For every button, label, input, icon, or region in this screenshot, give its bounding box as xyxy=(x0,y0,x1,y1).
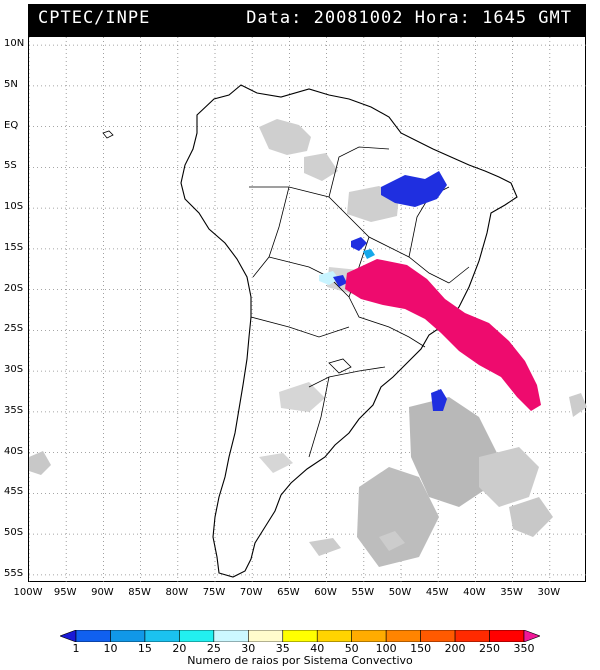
colorbar-tick-label: 150 xyxy=(410,642,432,655)
colorbar-tick-label: 40 xyxy=(310,642,325,655)
colorbar-tick-label: 350 xyxy=(513,642,535,655)
lat-label: 10N xyxy=(4,38,25,50)
lon-label: 70W xyxy=(239,587,263,598)
coastlines-and-borders xyxy=(102,84,518,578)
lat-label: 10S xyxy=(4,201,24,213)
colorbar-arrow-right xyxy=(523,630,540,642)
colorbar-segment xyxy=(489,630,525,642)
colorbar-tick-label: 200 xyxy=(444,642,466,655)
lon-label: 85W xyxy=(128,587,151,598)
lat-label: 45S xyxy=(4,486,24,498)
lon-label: 30W xyxy=(537,587,561,598)
lon-label: 95W xyxy=(53,587,77,598)
lon-label: 55W xyxy=(351,587,375,598)
lon-label: 35W xyxy=(500,587,523,598)
colorbar-segment xyxy=(420,630,456,642)
lon-label: 65W xyxy=(277,587,300,598)
lat-label: 15S xyxy=(4,241,24,253)
lon-label: 90W xyxy=(91,587,114,598)
title-bar: CPTEC/INPE Data: 20081002 Hora: 1645 GMT xyxy=(28,4,586,36)
colorbar-segment xyxy=(248,630,284,642)
colorbar-tick-label: 100 xyxy=(375,642,397,655)
colorbar-tick-label: 1 xyxy=(72,642,80,655)
colorbar-segment xyxy=(282,630,318,642)
legend-colorbar xyxy=(60,630,540,642)
lon-label: 45W xyxy=(425,587,449,598)
colorbar-tick-label: 20 xyxy=(172,642,187,655)
lon-label: 100W xyxy=(13,587,43,598)
colorbar-tick-label: 25 xyxy=(206,642,221,655)
lon-label: 75W xyxy=(202,587,226,598)
lat-label: 55S xyxy=(4,567,24,579)
lon-label: 80W xyxy=(165,587,189,598)
colorbar-tick-label: 15 xyxy=(137,642,152,655)
colorbar-segment xyxy=(144,630,180,642)
colorbar-tick-label: 10 xyxy=(103,642,118,655)
colorbar-tick-label: 35 xyxy=(275,642,290,655)
colorbar-tick-label: 50 xyxy=(344,642,359,655)
lat-label: 5S xyxy=(4,160,17,172)
lat-label: 20S xyxy=(4,282,24,294)
colorbar-tick-label: 250 xyxy=(479,642,501,655)
colorbar-segment xyxy=(385,630,421,642)
colorbar-segment xyxy=(454,630,490,642)
legend-caption: Numero de raios por Sistema Convectivo xyxy=(187,654,413,667)
colorbar-segment xyxy=(75,630,111,642)
colorbar-segment xyxy=(110,630,146,642)
lightning-systems xyxy=(319,171,541,411)
colorbar-segment xyxy=(213,630,249,642)
lon-label: 60W xyxy=(314,587,337,598)
colorbar-segment xyxy=(316,630,352,642)
lat-label: 35S xyxy=(4,404,24,416)
colorbar-arrow-left xyxy=(60,630,77,642)
colorbar-tick-label: 30 xyxy=(241,642,256,655)
colorbar-segment xyxy=(179,630,215,642)
colorbar-segment xyxy=(351,630,387,642)
lat-label: 30S xyxy=(4,364,24,376)
lat-label: EQ xyxy=(4,119,19,131)
lon-label: 50W xyxy=(388,587,412,598)
datetime-label: Data: 20081002 Hora: 1645 GMT xyxy=(246,8,572,28)
lat-label: 40S xyxy=(4,445,24,457)
map-canvas xyxy=(29,37,587,583)
lat-label: 25S xyxy=(4,323,24,335)
lat-label: 5N xyxy=(4,78,18,90)
lon-label: 40W xyxy=(463,587,486,598)
source-label: CPTEC/INPE xyxy=(38,8,151,28)
lat-label: 50S xyxy=(4,527,24,539)
map-panel xyxy=(28,36,587,583)
